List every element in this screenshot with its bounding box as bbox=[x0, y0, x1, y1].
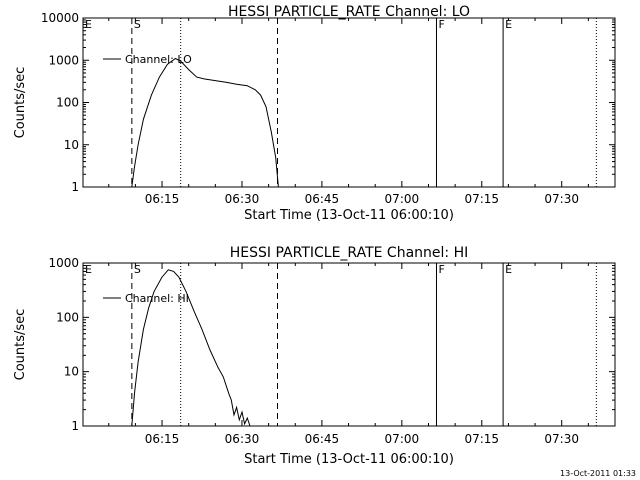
plot-panel-2: HESSI PARTICLE_RATE Channel: HI E S F E 06:15… bbox=[13, 245, 616, 467]
x-tick-label: 06:30 bbox=[225, 192, 260, 206]
x-axis-label: Start Time (13-Oct-11 06:00:10) bbox=[244, 208, 454, 223]
plot-panel-1: HESSI PARTICLE_RATE Channel: LO E S F E 06:15… bbox=[13, 4, 616, 223]
y-tick-label: 10000 bbox=[41, 11, 79, 25]
legend-label: Channel: LO bbox=[125, 53, 192, 66]
x-tick-label: 06:30 bbox=[225, 432, 260, 446]
x-tick-label: 07:30 bbox=[544, 192, 579, 206]
y-tick-label: 10 bbox=[64, 365, 79, 379]
y-axis-label: Counts/sec bbox=[13, 309, 28, 381]
marker-label: F bbox=[438, 263, 444, 276]
y-tick-label: 100 bbox=[56, 310, 79, 324]
y-tick-label: 10 bbox=[64, 138, 79, 152]
marker-label: E bbox=[85, 263, 92, 276]
legend-label: Channel: HI bbox=[125, 292, 189, 305]
y-tick-label: 1000 bbox=[48, 256, 79, 270]
plot-frame bbox=[82, 17, 616, 188]
y-tick-label: 1000 bbox=[48, 53, 79, 67]
series-line-1 bbox=[131, 57, 279, 188]
x-tick-label: 07:15 bbox=[464, 432, 499, 446]
x-tick-label: 07:30 bbox=[544, 432, 579, 446]
x-tick-label: 06:45 bbox=[305, 192, 340, 206]
series-line-1 bbox=[131, 269, 251, 427]
x-tick-label: 07:00 bbox=[385, 192, 420, 206]
marker-label: S bbox=[134, 263, 141, 276]
x-tick-label: 07:00 bbox=[385, 432, 420, 446]
plot-frame bbox=[82, 262, 616, 427]
marker-label: F bbox=[438, 18, 444, 31]
x-tick-label: 06:45 bbox=[305, 432, 340, 446]
x-axis-label: Start Time (13-Oct-11 06:00:10) bbox=[244, 452, 454, 467]
marker-label: E bbox=[505, 18, 512, 31]
x-tick-label: 07:15 bbox=[464, 192, 499, 206]
chart-title: HESSI PARTICLE_RATE Channel: LO bbox=[228, 4, 470, 20]
y-tick-label: 100 bbox=[56, 96, 79, 110]
x-tick-label: 06:15 bbox=[145, 192, 180, 206]
marker-label: E bbox=[85, 18, 92, 31]
y-tick-label: 1 bbox=[71, 180, 79, 194]
x-tick-label: 06:15 bbox=[145, 432, 180, 446]
chart-title: HESSI PARTICLE_RATE Channel: HI bbox=[230, 245, 468, 261]
y-tick-label: 1 bbox=[71, 419, 79, 433]
y-axis-label: Counts/sec bbox=[13, 67, 28, 139]
marker-label: E bbox=[505, 263, 512, 276]
footer-timestamp: 13-Oct-2011 01:33 bbox=[560, 469, 636, 478]
marker-label: S bbox=[134, 18, 141, 31]
